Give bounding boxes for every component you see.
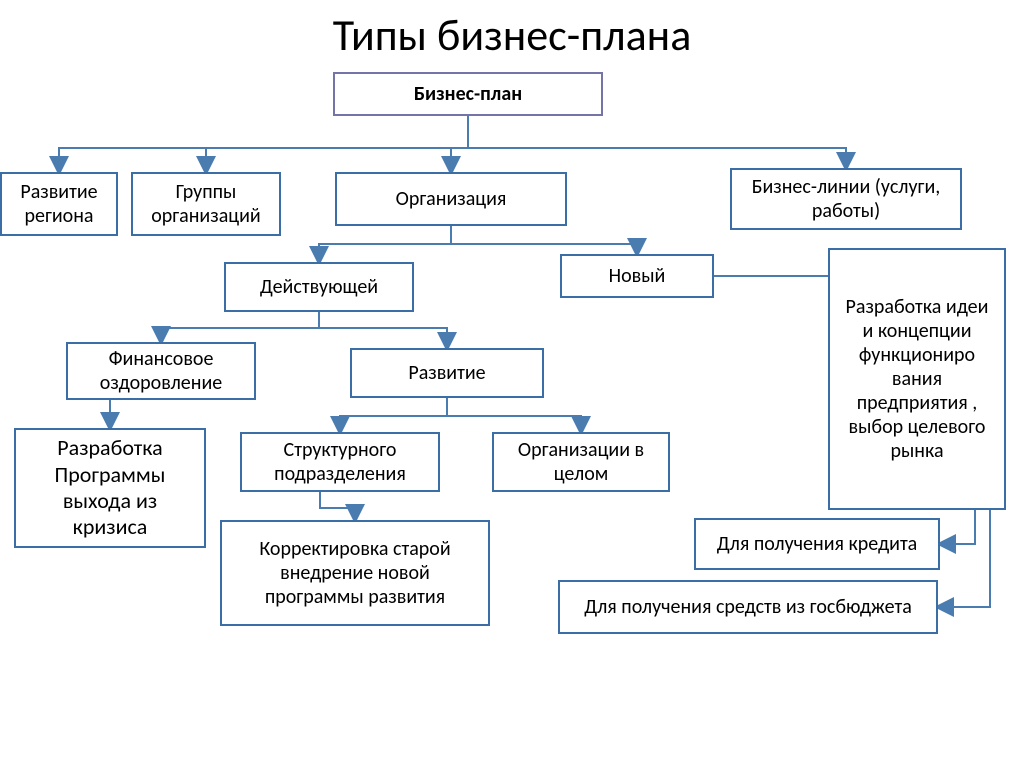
edge-existing-finheal [161,312,319,342]
edge-develop-whole [447,398,581,432]
edge-concept-budget [938,510,990,607]
edge-root-groups [206,116,468,172]
edge-concept-credit [940,510,975,544]
node-org: Организация [335,172,567,226]
node-existing: Действующей [224,262,414,312]
edge-org-new [451,226,637,254]
edge-root-region [59,116,468,172]
node-crisis: Разработка Программы выхода из кризиса [14,428,206,548]
node-root: Бизнес-план [333,72,603,116]
edge-struct-correct [320,492,355,520]
diagram-title: Типы бизнес-плана [0,8,1024,62]
node-credit: Для получения кредита [694,518,940,570]
edge-org-existing [319,226,451,262]
node-bizlines: Бизнес-линии (услуги, работы) [730,168,962,230]
node-new: Новый [560,254,714,298]
node-budget: Для получения средств из госбюджета [558,580,938,634]
node-finheal: Финансовое оздоровление [66,342,256,400]
node-struct: Структурного подразделения [240,432,440,492]
node-correct: Корректировка старой внедрение новой про… [220,520,490,626]
node-develop: Развитие [350,348,544,398]
node-region: Развитие региона [0,172,118,236]
edge-root-org [451,116,468,172]
node-whole: Организации в целом [492,432,670,492]
node-concept: Разработка идеи и концепции функциониро … [828,248,1006,510]
edge-root-bizlines [468,116,846,168]
edge-existing-develop [319,312,447,348]
edge-develop-struct [340,398,447,432]
node-groups: Группы организаций [131,172,281,236]
